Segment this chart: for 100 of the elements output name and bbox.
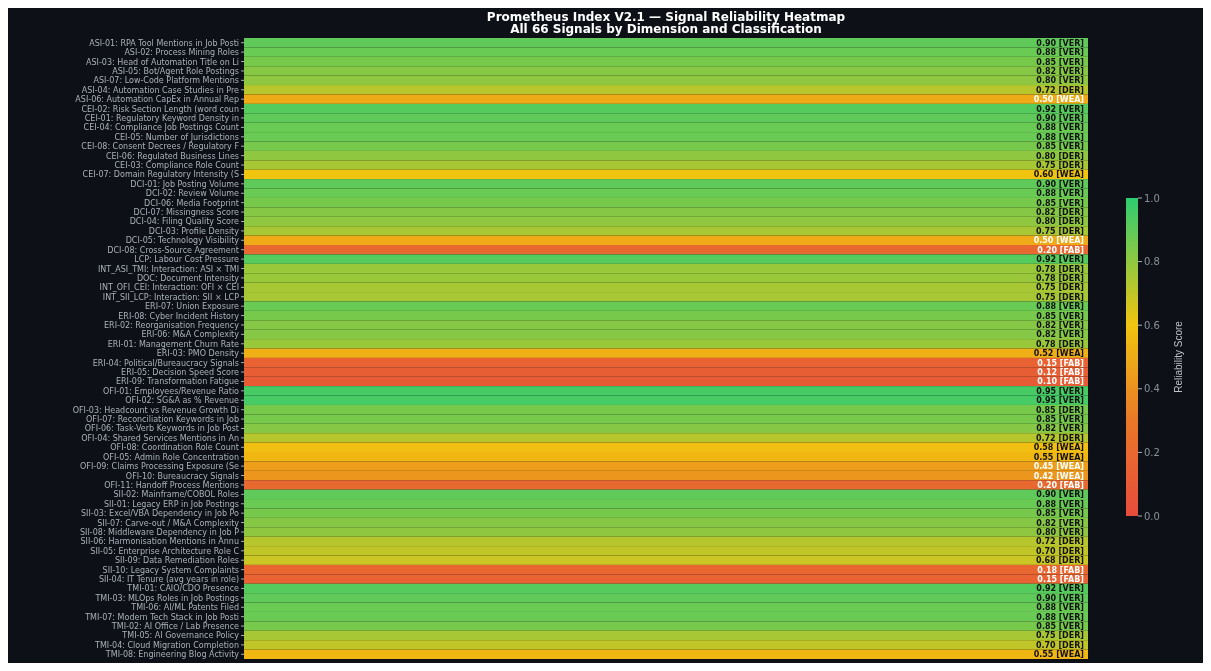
y-tick-label: ASI-04: Automation Case Studies in Pre [81, 85, 240, 95]
y-tick-label: ERI-08: Cyber Incident History [118, 311, 240, 321]
data-label: 0.92 [VER] [1036, 104, 1084, 114]
y-tick-label: CEI-04: Compliance Job Postings Count [83, 123, 239, 133]
y-tick-label: SII-01: Legacy ERP in Job Postings [104, 499, 239, 509]
data-label: 0.92 [VER] [1036, 255, 1084, 265]
y-tick-label: TMI-02: AI Office / Lab Presence [110, 622, 240, 632]
y-tick-label: ERI-06: M&A Complexity [141, 330, 240, 340]
y-tick-label: ASI-07: Low-Code Platform Mentions [93, 76, 239, 86]
data-label: 0.88 [VER] [1036, 302, 1084, 312]
data-label: 0.75 [DER] [1035, 631, 1084, 641]
y-tick-label: SII-05: Enterprise Architecture Role C [90, 546, 240, 556]
data-label: 0.88 [VER] [1036, 612, 1084, 622]
chart-title: Prometheus Index V2.1 — Signal Reliability Heatmap [485, 10, 847, 24]
y-tick-label: LCP: Labour Cost Pressure [134, 255, 240, 265]
data-label: 0.85 [VER] [1036, 142, 1084, 152]
y-tick-label: ERI-09: Transformation Fatigue [115, 377, 240, 387]
data-label: 0.80 [VER] [1036, 76, 1084, 86]
data-label: 0.80 [DER] [1035, 151, 1084, 161]
color-bar-label: 0.2 [1144, 446, 1160, 458]
y-tick-label: OFI-03: Headcount vs Revenue Growth Di [72, 405, 239, 415]
y-tick-label: OFI-02: SG&A as % Revenue [125, 396, 240, 406]
data-label: 0.88 [VER] [1036, 123, 1084, 133]
y-tick-label: SII-02: Mainframe/COBOL Roles [113, 490, 239, 500]
data-label: 0.82 [VER] [1036, 330, 1084, 340]
y-tick-label: OFI-09: Claims Processing Exposure (Se [80, 462, 240, 472]
data-label: 0.82 [VER] [1036, 518, 1084, 528]
data-label: 0.85 [VER] [1036, 57, 1084, 67]
data-label: 0.50 [WEA] [1033, 236, 1084, 246]
y-tick-label: TMI-05: AI Governance Policy [121, 631, 240, 641]
y-tick-label: CEI-02: Risk Section Length (word coun [81, 104, 239, 114]
color-bar-label: 0.6 [1144, 319, 1160, 331]
y-tick-label: DCI-08: Cross-Source Agreement [107, 245, 239, 255]
y-tick-label: OFI-11: Handoff Process Mentions [104, 480, 239, 490]
y-tick-label: OFI-08: Coordination Role Count [110, 443, 239, 453]
y-tick-label: ASI-06: Automation CapEx in Annual Rep [75, 95, 239, 105]
data-label: 0.82 [VER] [1036, 424, 1084, 434]
y-tick-label: INT_ASI_TMI: Interaction: ASI × TMI [97, 264, 239, 274]
y-tick-label: DOC: Document Intensity [136, 273, 240, 283]
data-label: 0.20 [FAB] [1037, 245, 1084, 255]
y-tick-label: TMI-08: Engineering Blog Activity [104, 650, 240, 660]
data-label: 0.75 [DER] [1035, 226, 1084, 236]
data-label: 0.92 [VER] [1036, 584, 1084, 594]
y-tick-label: SII-04: IT Tenure (avg years in role) [98, 575, 239, 585]
y-tick-label: SII-10: Legacy System Complaints [102, 565, 239, 575]
data-label: 0.85 [VER] [1036, 198, 1084, 208]
y-tick-label: DCI-04: Filing Quality Score [129, 217, 240, 227]
data-label: 0.70 [DER] [1035, 546, 1084, 556]
color-bar-title: Reliability Score [1173, 320, 1184, 393]
data-label: 0.75 [DER] [1035, 292, 1084, 302]
y-tick-label: CEI-01: Regulatory Keyword Density in [84, 113, 239, 123]
data-label: 0.55 [WEA] [1033, 650, 1084, 660]
y-tick-label: ERI-07: Union Exposure [145, 302, 240, 312]
y-tick-label: DCI-07: Missingness Score [133, 208, 240, 218]
data-label: 0.95 [VER] [1036, 386, 1084, 396]
y-tick-label: ERI-02: Reorganisation Frequency [104, 320, 240, 330]
data-label: 0.12 [FAB] [1037, 368, 1084, 378]
y-tick-label: SII-03: Excel/VBA Dependency in Job Po [80, 509, 240, 519]
color-bar-label: 0.0 [1144, 510, 1160, 522]
y-tick-label: CEI-03: Compliance Role Count [114, 161, 239, 171]
data-label: 0.58 [WEA] [1033, 443, 1084, 453]
data-label: 0.88 [VER] [1036, 603, 1084, 613]
data-label: 0.50 [WEA] [1033, 95, 1084, 105]
data-label: 0.85 [DER] [1035, 405, 1084, 415]
data-label: 0.80 [VER] [1036, 527, 1084, 537]
y-tick-label: ASI-02: Process Mining Roles [124, 48, 239, 58]
y-tick-label: DCI-01: Job Posting Volume [130, 179, 240, 189]
y-tick-label: CEI-05: Number of Jurisdictions [114, 132, 239, 142]
y-tick-label: TMI-01: CAIO/CDO Presence [126, 584, 240, 594]
chart-subtitle: All 66 Signals by Dimension and Classification [509, 22, 822, 36]
y-tick-label: CEI-06: Regulated Business Lines [105, 151, 239, 161]
data-label: 0.20 [FAB] [1037, 480, 1084, 490]
y-tick-label: ASI-01: RPA Tool Mentions in Job Posti [89, 38, 239, 48]
y-tick-label: ERI-03: PMO Density [156, 349, 240, 359]
data-label: 0.78 [DER] [1035, 273, 1084, 283]
data-label: 0.70 [DER] [1035, 640, 1084, 650]
data-label: 0.72 [DER] [1035, 537, 1084, 547]
y-tick-label: DCI-03: Profile Density [148, 226, 240, 236]
y-tick-label: OFI-07: Reconciliation Keywords in Job [86, 415, 239, 425]
y-tick-label: OFI-01: Employees/Revenue Ratio [103, 386, 240, 396]
y-tick-label: DCI-02: Review Volume [145, 189, 240, 199]
y-tick-label: TMI-04: Cloud Migration Completion [94, 640, 239, 650]
y-tick-label: ERI-05: Decision Speed Score [121, 368, 240, 378]
data-label: 0.85 [VER] [1036, 509, 1084, 519]
data-label: 0.18 [FAB] [1037, 565, 1084, 575]
data-label: 0.60 [WEA] [1033, 170, 1084, 180]
data-label: 0.88 [VER] [1036, 48, 1084, 58]
y-tick-label: ERI-04: Political/Bureaucracy Signals [92, 358, 239, 368]
data-label: 0.15 [FAB] [1037, 575, 1084, 585]
y-tick-label: OFI-05: Admin Role Concentration [103, 452, 239, 462]
data-label: 0.88 [VER] [1036, 499, 1084, 509]
data-label: 0.88 [VER] [1036, 189, 1084, 199]
data-label: 0.78 [DER] [1035, 339, 1084, 349]
y-tick-label: TMI-07: Modern Tech Stack in Job Posti [84, 612, 239, 622]
color-bar-label: 0.4 [1144, 383, 1160, 395]
data-label: 0.85 [VER] [1036, 311, 1084, 321]
data-label: 0.68 [DER] [1035, 556, 1084, 566]
data-label: 0.90 [VER] [1036, 113, 1084, 123]
y-tick-label: ASI-03: Head of Automation Title on Li [86, 57, 239, 67]
y-tick-label: TMI-03: MLOps Roles in Job Postings [94, 593, 239, 603]
